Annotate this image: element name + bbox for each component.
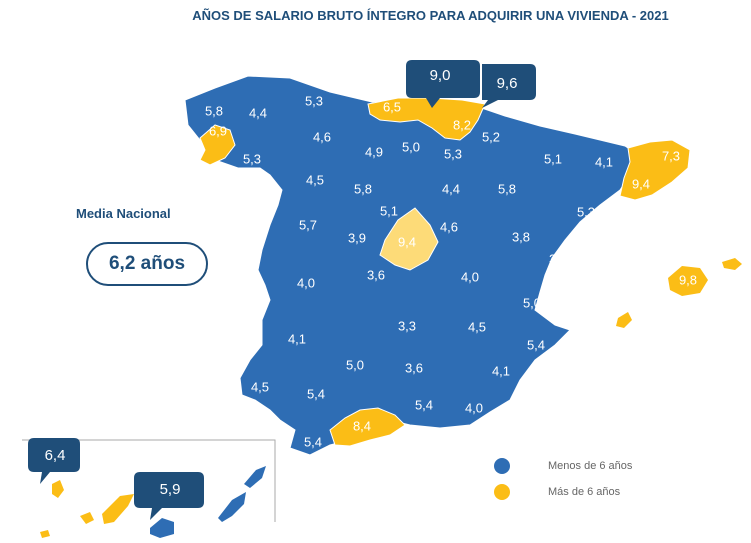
island-la-palma — [52, 480, 64, 498]
province-malaga — [329, 407, 406, 447]
province-value-valencia: 5,0 — [523, 295, 541, 310]
province-value-granada: 5,4 — [415, 397, 433, 412]
province-value-madrid: 9,4 — [398, 234, 416, 249]
callout-bizkaia — [406, 60, 480, 108]
province-value-navarra: 5,2 — [482, 129, 500, 144]
island-fuerteventura — [218, 492, 246, 522]
province-value-teruel: 3,8 — [512, 229, 530, 244]
province-value-cantabria: 6,5 — [383, 99, 401, 114]
province-value-huesca: 5,1 — [544, 151, 562, 166]
province-value-albacete: 4,5 — [468, 319, 486, 334]
province-value-guadalajara: 4,6 — [440, 219, 458, 234]
province-value-santa-cruz-de-tenerife: 6,4 — [45, 447, 66, 464]
province-value-alicante: 5,4 — [527, 337, 545, 352]
canary-inset-frame — [22, 439, 276, 522]
island-lanzarote — [244, 466, 266, 488]
province-value-le-n: 4,6 — [313, 129, 331, 144]
province-value-ourense: 5,3 — [243, 151, 261, 166]
province-value-ciudad-real: 3,3 — [398, 318, 416, 333]
province-value-c-diz: 5,4 — [304, 434, 322, 449]
island-gran-canaria — [150, 518, 174, 538]
province-madrid — [379, 207, 439, 271]
province-value-girona: 7,3 — [662, 148, 680, 163]
province-value-badajoz: 4,1 — [288, 331, 306, 346]
province-value-barcelona: 9,4 — [632, 176, 650, 191]
island-gomera — [80, 512, 94, 524]
province-value-lugo: 4,4 — [249, 105, 267, 120]
national-average-value: 6,2 años — [86, 242, 208, 286]
island-tenerife — [102, 494, 134, 524]
map-title: AÑOS DE SALARIO BRUTO ÍNTEGRO PARA ADQUI… — [192, 8, 669, 23]
province-value-castell-n: 3,8 — [549, 251, 567, 266]
province-value-illes-balears: 9,8 — [679, 272, 697, 287]
province-value-palencia: 4,9 — [365, 144, 383, 159]
province-value-cuenca: 4,0 — [461, 269, 479, 284]
province-value--lava: 8,2 — [453, 117, 471, 132]
callout-las-palmas — [134, 472, 204, 520]
callout-tenerife — [28, 438, 80, 484]
province-value-ja-n: 3,6 — [405, 360, 423, 375]
province-value-valladolid: 5,8 — [354, 181, 372, 196]
province-balears-mallorca — [668, 266, 708, 296]
province-cantabria-basque — [367, 97, 486, 141]
province-value-la-rioja: 5,3 — [444, 146, 462, 161]
province-value-c-ceres: 4,0 — [297, 275, 315, 290]
province-value-toledo: 3,6 — [367, 267, 385, 282]
legend-dot-below — [494, 458, 510, 474]
legend-label-above: Más de 6 años — [548, 486, 621, 498]
province-value-m-laga: 8,4 — [353, 418, 371, 433]
province-value-pontevedra: 6,9 — [209, 123, 227, 138]
province-value-bizkaia: 9,0 — [430, 67, 451, 84]
legend-dot-above — [494, 484, 510, 500]
province-value-sevilla: 5,4 — [307, 386, 325, 401]
province-value-soria: 4,4 — [442, 181, 460, 196]
province-balears-menorca — [722, 258, 742, 270]
legend-label-below: Menos de 6 años — [548, 460, 633, 472]
province-value-burgos: 5,0 — [402, 139, 420, 154]
province-value-lleida: 4,1 — [595, 154, 613, 169]
province-value-murcia: 4,1 — [492, 363, 510, 378]
province-balears-ibiza — [616, 312, 632, 328]
province-catalonia-yellow — [619, 139, 691, 201]
province-value-almer-a: 4,0 — [465, 400, 483, 415]
island-hierro — [40, 530, 50, 538]
province-value-gipuzkoa: 9,6 — [497, 75, 518, 92]
province-value--vila: 3,9 — [348, 230, 366, 245]
province-value-asturias: 5,3 — [305, 93, 323, 108]
national-average-label: Media Nacional — [76, 206, 171, 221]
province-value-salamanca: 5,7 — [299, 217, 317, 232]
province-value-segovia: 5,1 — [380, 203, 398, 218]
province-pontevedra — [199, 124, 236, 166]
province-value-las-palmas: 5,9 — [160, 481, 181, 498]
province-value-a-coru-a: 5,8 — [205, 103, 223, 118]
province-value-zamora: 4,5 — [306, 172, 324, 187]
province-value-huelva: 4,5 — [251, 379, 269, 394]
province-value-zaragoza: 5,8 — [498, 181, 516, 196]
callout-gipuzkoa — [482, 64, 536, 108]
province-value-c-rdoba: 5,0 — [346, 357, 364, 372]
province-value-tarragona: 5,3 — [577, 204, 595, 219]
